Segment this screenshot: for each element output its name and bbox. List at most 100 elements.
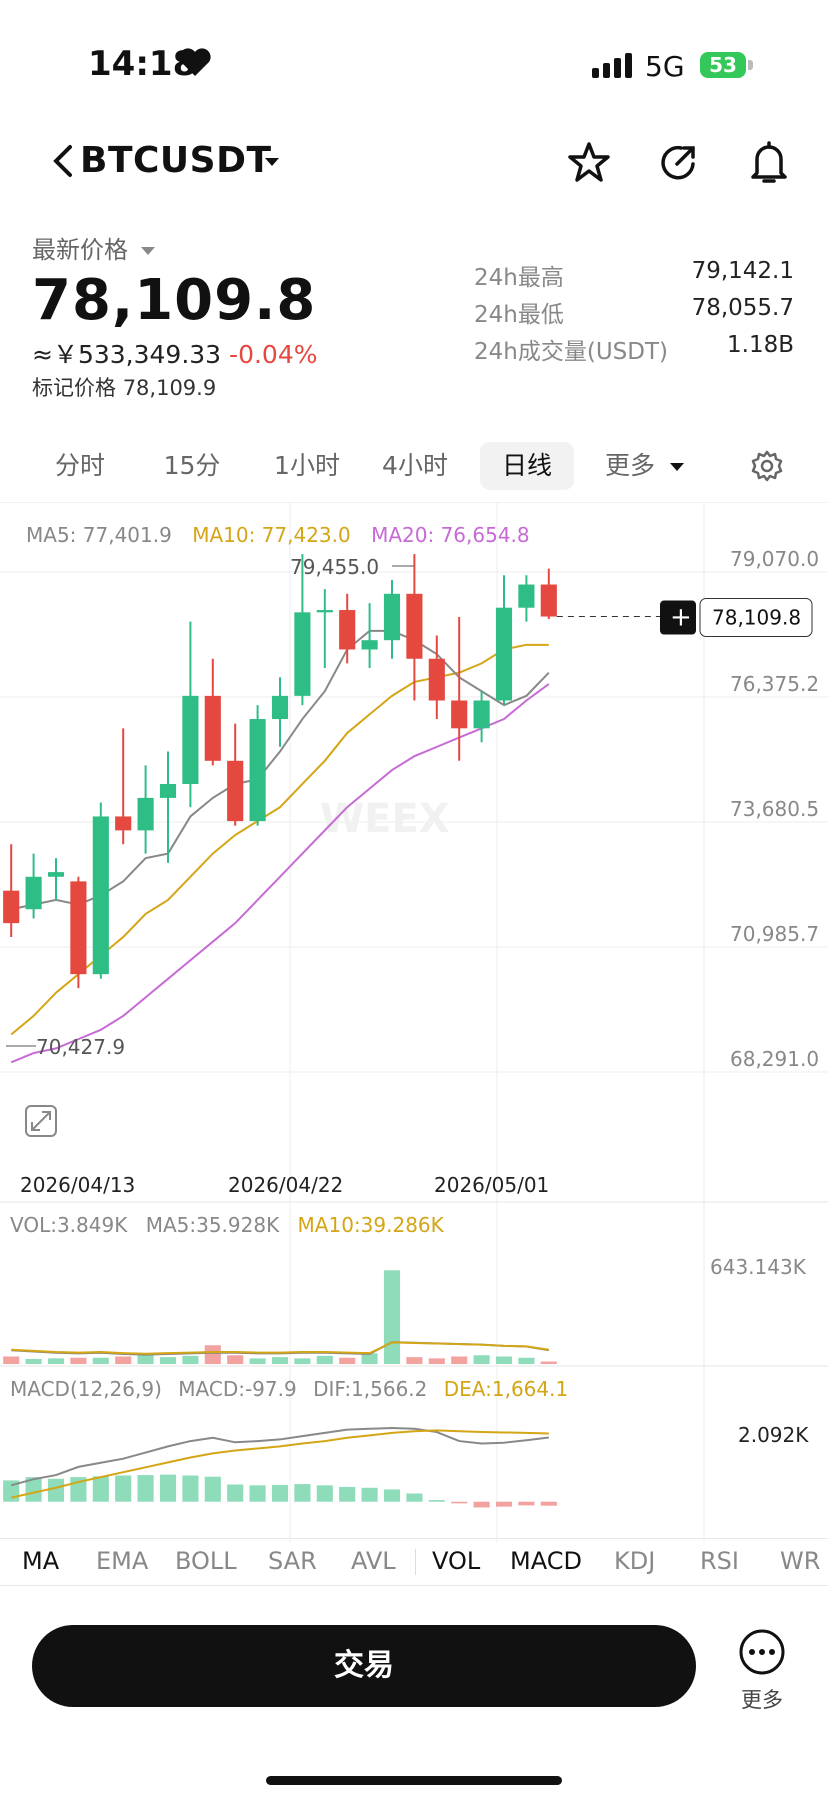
tab-time-share[interactable]: 分时 [54,451,105,480]
candle-body[interactable] [271,695,289,720]
indicator-sar[interactable]: SAR [268,1547,317,1575]
symbol-title[interactable]: BTCUSDT [80,140,272,181]
candle-body[interactable] [249,719,266,822]
battery-cap [748,60,753,70]
stat-label: 24h最高 [474,265,564,291]
macd-bar [451,1501,468,1504]
volume-bar [25,1359,42,1364]
network-label: 5G [645,50,685,83]
volume-bar [182,1355,199,1364]
ma20-legend: MA20: 76,654.8 [371,523,530,547]
candle-body[interactable] [406,593,423,659]
macd-bar [294,1484,311,1502]
candle-body[interactable] [70,881,87,975]
indicator-avl[interactable]: AVL [351,1547,396,1575]
dif-legend: DIF:1,566.2 [313,1377,427,1401]
candle-body[interactable] [473,700,490,729]
price-tick: 79,070.0 [730,547,819,571]
volume-bar [540,1361,557,1364]
macd-bar [495,1501,513,1507]
volume-bar [339,1357,356,1364]
bell-icon[interactable] [742,135,796,189]
volume-bar [451,1356,468,1364]
stat-value: 78,055.7 [691,295,794,321]
volume-bar [47,1358,65,1364]
candle-body[interactable] [47,872,65,877]
tab-daily[interactable]: 日线 [480,442,574,490]
svg-text:MACD(12,26,9) MACD:-97.9: MACD(12,26,9) MACD:-97.9 DIF:1,566.2 DEA… [10,1377,568,1401]
volume-bar [495,1356,513,1364]
candle-body[interactable] [25,876,42,910]
indicator-ema[interactable]: EMA [96,1547,149,1575]
volume-bar [159,1357,177,1364]
candle-body[interactable] [316,610,333,613]
more-label: 更多 [741,1688,783,1712]
indicator-divider [415,1549,416,1575]
add-order-button[interactable] [660,600,696,635]
indicator-vol[interactable]: VOL [432,1547,481,1575]
candle-body[interactable] [383,593,401,641]
tab-1h[interactable]: 1小时 [274,451,340,480]
volume-bar [271,1357,289,1364]
chart-canvas[interactable]: WEEX MA5: 77,401.9 MA10: 77,423.0 MA20: … [0,501,828,1542]
indicator-bar: MA EMA BOLL SAR AVL VOL MACD KDJ RSI WR [0,1538,828,1586]
candle-body[interactable] [204,695,221,761]
more-button[interactable]: 更多 [730,1628,794,1714]
tab-15m[interactable]: 15分 [163,451,221,480]
tab-4h[interactable]: 4小时 [382,451,448,480]
back-chevron-icon[interactable] [36,134,90,188]
indicator-kdj[interactable]: KDJ [614,1547,656,1575]
caret-down-icon [140,247,155,255]
candle-body[interactable] [540,584,557,617]
candle-body[interactable] [361,640,378,650]
volume-bar [3,1356,20,1364]
macd-bar [137,1475,154,1502]
settings-gear-icon[interactable] [740,439,794,493]
ma5-legend: MA5: 77,401.9 [26,523,172,547]
trade-button[interactable]: 交易 [32,1625,696,1707]
macd-bar [204,1476,221,1502]
expand-icon[interactable] [25,1105,57,1137]
volume-bar [518,1357,535,1364]
candle-body[interactable] [182,695,199,784]
volume-bar [227,1355,244,1364]
date-tick: 2026/05/01 [434,1173,549,1197]
candle-body[interactable] [3,890,20,924]
candle-body[interactable] [339,610,356,650]
candle-body[interactable] [137,797,154,831]
status-time: 14:18 [88,44,197,84]
volume-bar [406,1357,423,1364]
dea-line [10,1429,549,1499]
favorite-star-icon[interactable] [562,135,616,189]
last-price-label[interactable]: 最新价格 [32,230,156,265]
macd-bar [159,1474,177,1502]
candle-body[interactable] [428,658,445,701]
macd-bar [428,1500,445,1502]
indicator-macd[interactable]: MACD [510,1547,582,1575]
kline-chart[interactable]: WEEX MA5: 77,401.9 MA10: 77,423.0 MA20: … [0,501,828,1542]
share-icon[interactable] [652,135,706,189]
symbol-dropdown-icon[interactable] [263,153,281,172]
indicator-wr[interactable]: WR [780,1547,821,1575]
timeframe-tabs: 分时 15分 1小时 4小时 日线 更多 [0,442,828,492]
indicator-ma[interactable]: MA [22,1547,60,1575]
candle-body[interactable] [294,612,311,696]
stat-volume: 24h成交量(USDT) 1.18B [474,332,794,369]
volume-bar [204,1345,221,1364]
svg-text:MA5: 77,401.9 MA10: 77,4: MA5: 77,401.9 MA10: 77,423.0 MA20: 76,65… [26,523,530,547]
candle-body[interactable] [518,584,535,608]
tab-more-label: 更多 [605,451,656,480]
macd-value-legend: MACD:-97.9 [178,1377,296,1401]
candle-body[interactable] [227,760,244,822]
indicator-boll[interactable]: BOLL [175,1547,237,1575]
tab-more[interactable]: 更多 [600,442,690,490]
indicator-rsi[interactable]: RSI [700,1547,739,1575]
candle-body[interactable] [451,700,468,729]
macd-bar [182,1475,199,1502]
candle-body[interactable] [92,816,109,975]
candle-body[interactable] [495,607,513,701]
candle-body[interactable] [115,816,132,831]
low-marker: 70,427.9 [36,1035,125,1059]
macd-bar [115,1475,132,1502]
candle-body[interactable] [159,783,177,798]
